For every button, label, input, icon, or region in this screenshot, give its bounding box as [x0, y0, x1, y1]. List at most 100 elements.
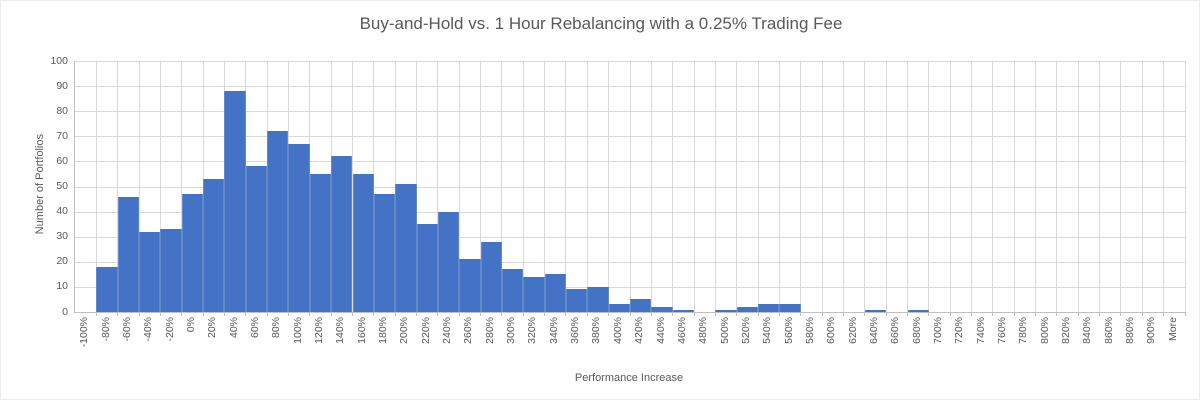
v-gridline	[928, 61, 930, 312]
bar-360%	[565, 289, 588, 312]
x-tick-mark	[416, 312, 418, 316]
bar-240%	[437, 211, 460, 312]
bar-100%	[288, 143, 310, 312]
v-gridline	[971, 61, 973, 312]
y-tick-label: 50	[56, 180, 68, 192]
v-gridline	[586, 61, 588, 312]
y-tick-label: 60	[56, 154, 68, 167]
x-tick-mark	[501, 312, 503, 316]
x-tick-mark	[1184, 312, 1186, 316]
x-tick-label: 260%	[462, 317, 475, 344]
x-tick-mark	[287, 312, 289, 316]
bar-300%	[501, 269, 524, 312]
bar-280%	[480, 241, 502, 312]
x-tick-mark	[800, 312, 802, 316]
v-gridline	[714, 61, 716, 312]
x-tick-mark	[949, 312, 951, 316]
x-tick-label: 300%	[505, 317, 518, 344]
v-gridline	[1099, 61, 1101, 312]
x-tick-label: 740%	[974, 317, 987, 344]
bar-180%	[373, 194, 396, 312]
v-gridline	[608, 61, 610, 312]
x-tick-label: 320%	[526, 317, 539, 344]
x-tick-label: 400%	[611, 317, 624, 344]
v-gridline	[1163, 61, 1165, 312]
x-tick-label: More	[1166, 317, 1179, 341]
x-tick-mark	[95, 312, 97, 316]
x-tick-mark	[223, 312, 225, 316]
x-tick-label: 900%	[1145, 317, 1158, 344]
x-tick-mark	[907, 312, 908, 316]
x-tick-mark	[373, 312, 375, 316]
bar-520%	[736, 306, 759, 312]
v-gridline	[138, 61, 140, 312]
x-tick-mark	[672, 312, 674, 316]
y-tick-label: 80	[56, 104, 68, 117]
x-tick-mark	[309, 312, 311, 316]
x-tick-label: 780%	[1017, 317, 1030, 344]
v-gridline	[1013, 61, 1015, 312]
v-gridline	[458, 61, 460, 312]
x-tick-mark	[202, 312, 204, 316]
v-gridline	[992, 61, 994, 312]
v-gridline	[480, 61, 482, 312]
x-tick-label: 580%	[803, 317, 816, 344]
x-tick-label: 360%	[569, 317, 582, 344]
v-gridline	[736, 61, 738, 312]
x-tick-mark	[608, 312, 610, 316]
v-gridline	[501, 61, 503, 312]
x-tick-label: 380%	[590, 317, 603, 344]
x-tick-label: 240%	[441, 317, 454, 344]
bar-60%	[245, 166, 268, 312]
x-tick-mark	[864, 312, 866, 316]
x-tick-label: 20%	[206, 317, 219, 339]
x-tick-label: 860%	[1102, 317, 1115, 344]
v-gridline	[907, 61, 908, 312]
x-tick-label: 440%	[654, 317, 667, 344]
bar--80%	[96, 266, 118, 312]
x-tick-label: 0%	[184, 317, 197, 333]
x-tick-label: 700%	[932, 317, 945, 344]
bar-560%	[779, 304, 801, 312]
bar-680%	[907, 309, 929, 312]
v-gridline	[1035, 61, 1037, 312]
x-tick-mark	[245, 312, 247, 316]
x-tick-mark	[1141, 312, 1143, 316]
x-tick-mark	[352, 312, 353, 316]
y-tick-label: 40	[56, 205, 68, 218]
x-tick-label: -100%	[78, 317, 91, 348]
bar--40%	[139, 231, 161, 312]
bar-80%	[267, 131, 289, 312]
y-tick-label: 20	[56, 255, 68, 268]
bar-640%	[864, 309, 887, 312]
x-tick-label: 680%	[910, 317, 923, 344]
x-tick-mark	[778, 312, 780, 316]
x-tick-mark	[458, 312, 460, 316]
x-tick-label: 120%	[312, 317, 325, 344]
v-gridline	[1141, 61, 1143, 312]
bar-420%	[630, 299, 652, 312]
x-tick-label: 140%	[334, 317, 347, 344]
x-tick-mark	[1013, 312, 1015, 316]
x-tick-mark	[736, 312, 738, 316]
v-gridline	[181, 61, 183, 312]
x-tick-label: 660%	[889, 317, 902, 344]
y-tick-label: 0	[62, 305, 68, 318]
x-tick-label: 180%	[377, 317, 390, 344]
x-tick-label: 800%	[1038, 317, 1051, 344]
bar-120%	[309, 173, 332, 312]
x-tick-label: 100%	[291, 317, 304, 344]
x-tick-mark	[1077, 312, 1079, 316]
plot-area	[74, 61, 1186, 316]
x-tick-mark	[565, 312, 567, 316]
x-tick-mark	[693, 312, 695, 316]
x-tick-label: 80%	[270, 317, 283, 339]
v-gridline	[864, 61, 866, 312]
x-tick-mark	[821, 312, 823, 316]
bar-340%	[544, 274, 566, 312]
bar-20%	[203, 178, 225, 312]
y-tick-label: 30	[56, 230, 68, 243]
v-gridline	[885, 61, 887, 312]
v-gridline	[672, 61, 674, 312]
